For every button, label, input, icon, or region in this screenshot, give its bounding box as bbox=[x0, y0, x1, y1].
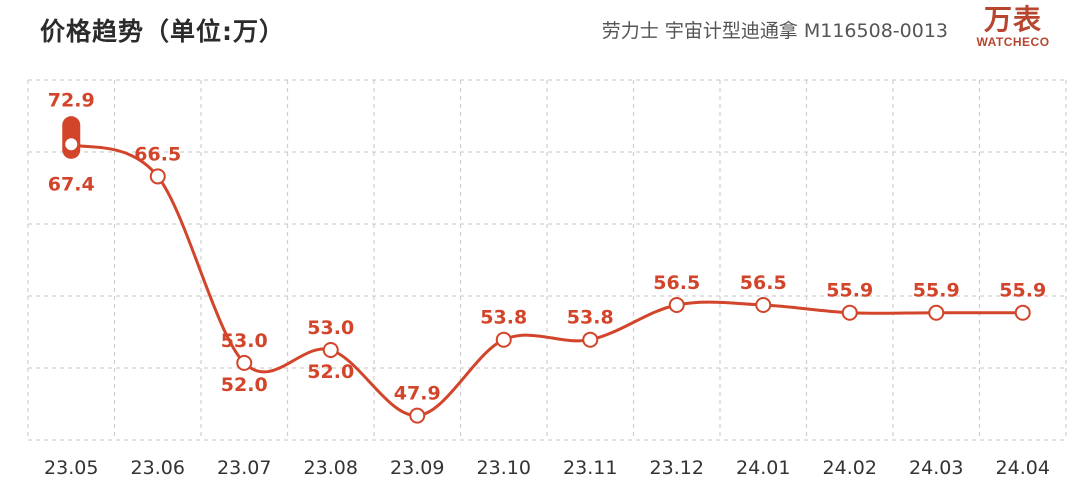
x-tick-label: 24.04 bbox=[996, 457, 1050, 479]
data-label: 52.0 bbox=[307, 361, 354, 383]
x-tick-label: 23.09 bbox=[390, 457, 444, 479]
data-label: 53.0 bbox=[307, 317, 354, 339]
x-tick-label: 23.10 bbox=[477, 457, 531, 479]
data-label: 55.9 bbox=[826, 280, 873, 302]
data-point bbox=[668, 297, 685, 313]
data-point bbox=[409, 407, 426, 424]
x-tick-label: 24.02 bbox=[823, 457, 877, 479]
watcheco-logo: 万表 WATCHECO bbox=[968, 4, 1058, 52]
data-label: 66.5 bbox=[134, 143, 181, 165]
data-label: 47.9 bbox=[394, 383, 441, 405]
data-label: 55.9 bbox=[999, 280, 1046, 302]
data-label: 56.5 bbox=[740, 272, 787, 294]
data-label: 52.0 bbox=[221, 374, 268, 396]
data-point bbox=[582, 331, 599, 348]
x-tick-label: 23.12 bbox=[650, 457, 704, 479]
data-label: 53.8 bbox=[480, 307, 527, 329]
data-point bbox=[841, 304, 858, 321]
data-point bbox=[755, 297, 772, 313]
data-point bbox=[495, 331, 512, 348]
chart-title: 价格趋势（单位:万） bbox=[40, 17, 285, 46]
data-point bbox=[1014, 304, 1031, 321]
data-point bbox=[63, 136, 80, 153]
data-point bbox=[322, 342, 339, 358]
logo-en-text: WATCHECO bbox=[976, 35, 1050, 49]
x-tick-label: 24.01 bbox=[736, 457, 790, 479]
data-point bbox=[928, 304, 945, 321]
watch-model-label: 劳力士 宇宙计型迪通拿 M116508-0013 bbox=[601, 20, 948, 42]
data-label: 55.9 bbox=[913, 280, 960, 302]
data-label: 53.8 bbox=[567, 307, 614, 329]
logo-cn-text: 万表 bbox=[983, 3, 1042, 36]
x-tick-label: 23.08 bbox=[304, 457, 358, 479]
data-point bbox=[149, 168, 166, 185]
x-tick-label: 23.11 bbox=[563, 457, 617, 479]
x-tick-label: 23.06 bbox=[131, 457, 185, 479]
data-label: 72.9 bbox=[48, 89, 95, 111]
data-point bbox=[236, 354, 253, 371]
x-tick-label: 24.03 bbox=[909, 457, 963, 479]
data-label: 67.4 bbox=[48, 173, 95, 195]
x-tick-label: 23.05 bbox=[44, 457, 98, 479]
data-label: 56.5 bbox=[653, 272, 700, 294]
x-tick-label: 23.07 bbox=[217, 457, 271, 479]
data-label: 53.0 bbox=[221, 330, 268, 352]
